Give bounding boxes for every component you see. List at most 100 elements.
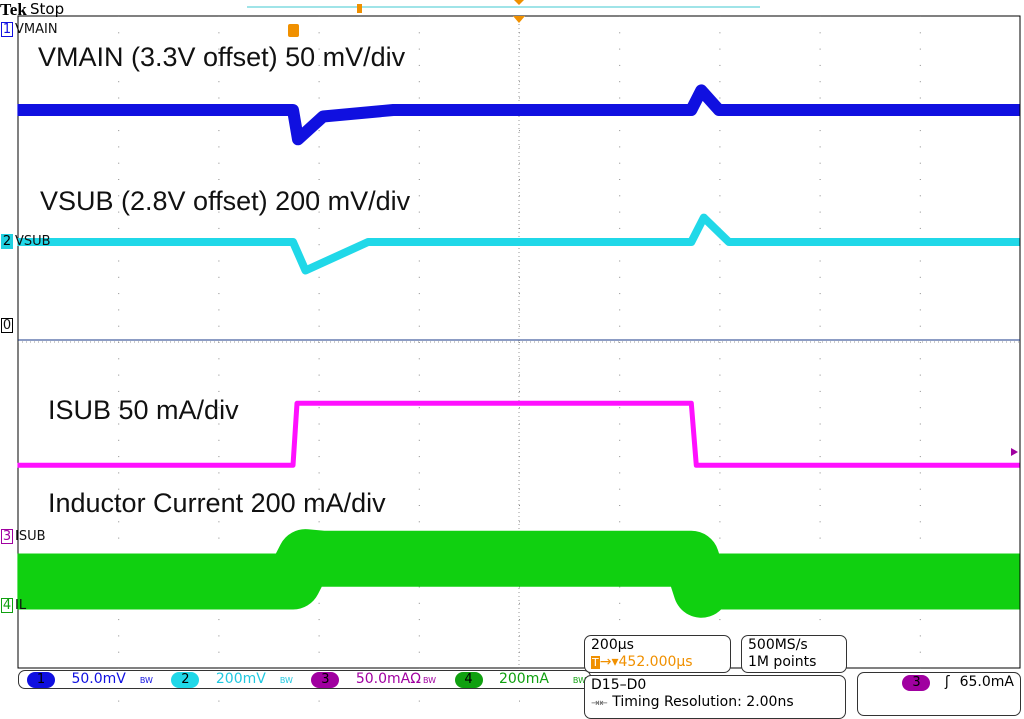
- grid-dot: [819, 325, 821, 327]
- grid-dot: [118, 423, 120, 425]
- grid-dot: [519, 488, 520, 490]
- timing-resolution: Timing Resolution: 2.00ns: [612, 694, 794, 710]
- grid-dot: [118, 700, 120, 702]
- grid-dot: [819, 358, 821, 360]
- grid-dot: [318, 668, 320, 669]
- grid-dot: [418, 195, 420, 197]
- grid-dot: [418, 309, 420, 311]
- grid-dot: [218, 472, 220, 474]
- grid-dot: [819, 48, 821, 50]
- grid-dot: [418, 619, 420, 621]
- ch2-bw-icon: BW: [279, 676, 293, 685]
- grid-dot: [619, 195, 621, 197]
- grid-dot: [318, 635, 320, 637]
- ch2-marker[interactable]: 2 VSUB: [1, 234, 51, 249]
- grid-dot: [118, 651, 120, 653]
- grid-dot: [118, 619, 120, 621]
- grid-dot: [218, 390, 220, 392]
- grid-dot: [919, 407, 921, 409]
- grid-dot: [418, 32, 420, 34]
- timebase-box[interactable]: 200µs T→▾452.000µs: [584, 635, 731, 673]
- grid-dot: [418, 342, 420, 343]
- grid-dot: [118, 668, 120, 669]
- grid-dot: [619, 439, 621, 441]
- grid-dot: [919, 635, 921, 637]
- grid-dot: [118, 16, 120, 17]
- digital-box[interactable]: D15–D0 ⇥⇤ Timing Resolution: 2.00ns: [584, 675, 846, 719]
- grid-dot: [218, 276, 220, 278]
- grid-dot: [719, 619, 721, 621]
- trigger-box[interactable]: 3 ʃ 65.0mA: [857, 672, 1021, 716]
- rising-edge-icon: ʃ: [944, 674, 950, 690]
- ch4-marker[interactable]: 4 IL: [1, 598, 27, 613]
- grid-dot: [118, 64, 120, 66]
- ch3-marker[interactable]: 3 ISUB: [1, 529, 46, 544]
- ch1-marker[interactable]: 1 VMAIN: [1, 22, 58, 37]
- grid-dot: [619, 16, 621, 17]
- grid-dot: [619, 374, 621, 376]
- grid-dot: [318, 325, 320, 327]
- grid-dot: [218, 195, 220, 197]
- grid-dot: [418, 81, 420, 83]
- grid-dot: [218, 374, 220, 376]
- grid-dot: [919, 374, 921, 376]
- grid-dot: [819, 472, 821, 474]
- grid-dot: [719, 244, 721, 246]
- grid-dot: [118, 179, 120, 180]
- ch3-chip[interactable]: 3: [311, 672, 340, 688]
- grid-dot: [819, 537, 821, 539]
- grid-dot: [318, 32, 320, 34]
- grid-dot: [118, 211, 120, 213]
- grid-dot: [519, 407, 520, 409]
- ch4-chip[interactable]: 4: [454, 672, 483, 688]
- grid-dot: [619, 456, 621, 458]
- grid-dot: [519, 97, 520, 99]
- ch1-chip[interactable]: 1: [27, 672, 55, 688]
- grid-dot: [519, 602, 520, 604]
- grid-dot: [218, 146, 220, 148]
- grid-dot: [919, 195, 921, 197]
- grid-dot: [519, 358, 520, 360]
- grid-dot: [819, 488, 821, 490]
- grid-dot: [819, 521, 821, 523]
- grid-dot: [719, 260, 721, 262]
- grid-dot: [819, 130, 821, 132]
- grid-dot: [118, 48, 120, 50]
- channel-status-bar[interactable]: 1 50.0mV BW 2 200mV BW 3 50.0mAΩ BW 4 200mA…: [18, 670, 591, 689]
- grid-dot: [418, 651, 420, 653]
- digital-channels: D15–D0: [591, 677, 647, 693]
- acquisition-box[interactable]: 500MS/s 1M points: [741, 635, 847, 673]
- record-window-marker: [357, 4, 362, 13]
- grid-dot: [719, 146, 721, 148]
- grid-dot: [919, 668, 921, 669]
- grid-dot: [218, 227, 220, 229]
- grid-dot: [318, 358, 320, 360]
- timing-icon: ⇥⇤: [591, 698, 608, 709]
- grid-dot: [118, 293, 120, 295]
- grid-dot: [519, 586, 520, 588]
- grid-dot: [418, 668, 420, 669]
- grid-dot: [418, 407, 420, 409]
- grid-dot: [418, 130, 420, 132]
- grid-dot: [218, 619, 220, 621]
- grid-dot: [418, 325, 420, 327]
- grid-dot: [418, 488, 420, 490]
- grid-dot: [919, 439, 921, 441]
- digital-marker[interactable]: 0: [1, 318, 13, 333]
- grid-dot: [619, 472, 621, 474]
- grid-dot: [819, 211, 821, 213]
- grid-dot: [919, 211, 921, 213]
- grid-dot: [719, 407, 721, 409]
- grid-dot: [819, 276, 821, 278]
- grid-dot: [919, 488, 921, 490]
- ch2-chip[interactable]: 2: [171, 672, 200, 688]
- grid-dot: [919, 179, 921, 180]
- grid-dot: [218, 700, 220, 702]
- vmain-label: VMAIN (3.3V offset) 50 mV/div: [38, 42, 406, 72]
- grid-dot: [318, 602, 320, 604]
- grid-dot: [519, 195, 520, 197]
- grid-dot: [619, 358, 621, 360]
- grid-dot: [519, 374, 520, 376]
- grid-dot: [619, 32, 621, 34]
